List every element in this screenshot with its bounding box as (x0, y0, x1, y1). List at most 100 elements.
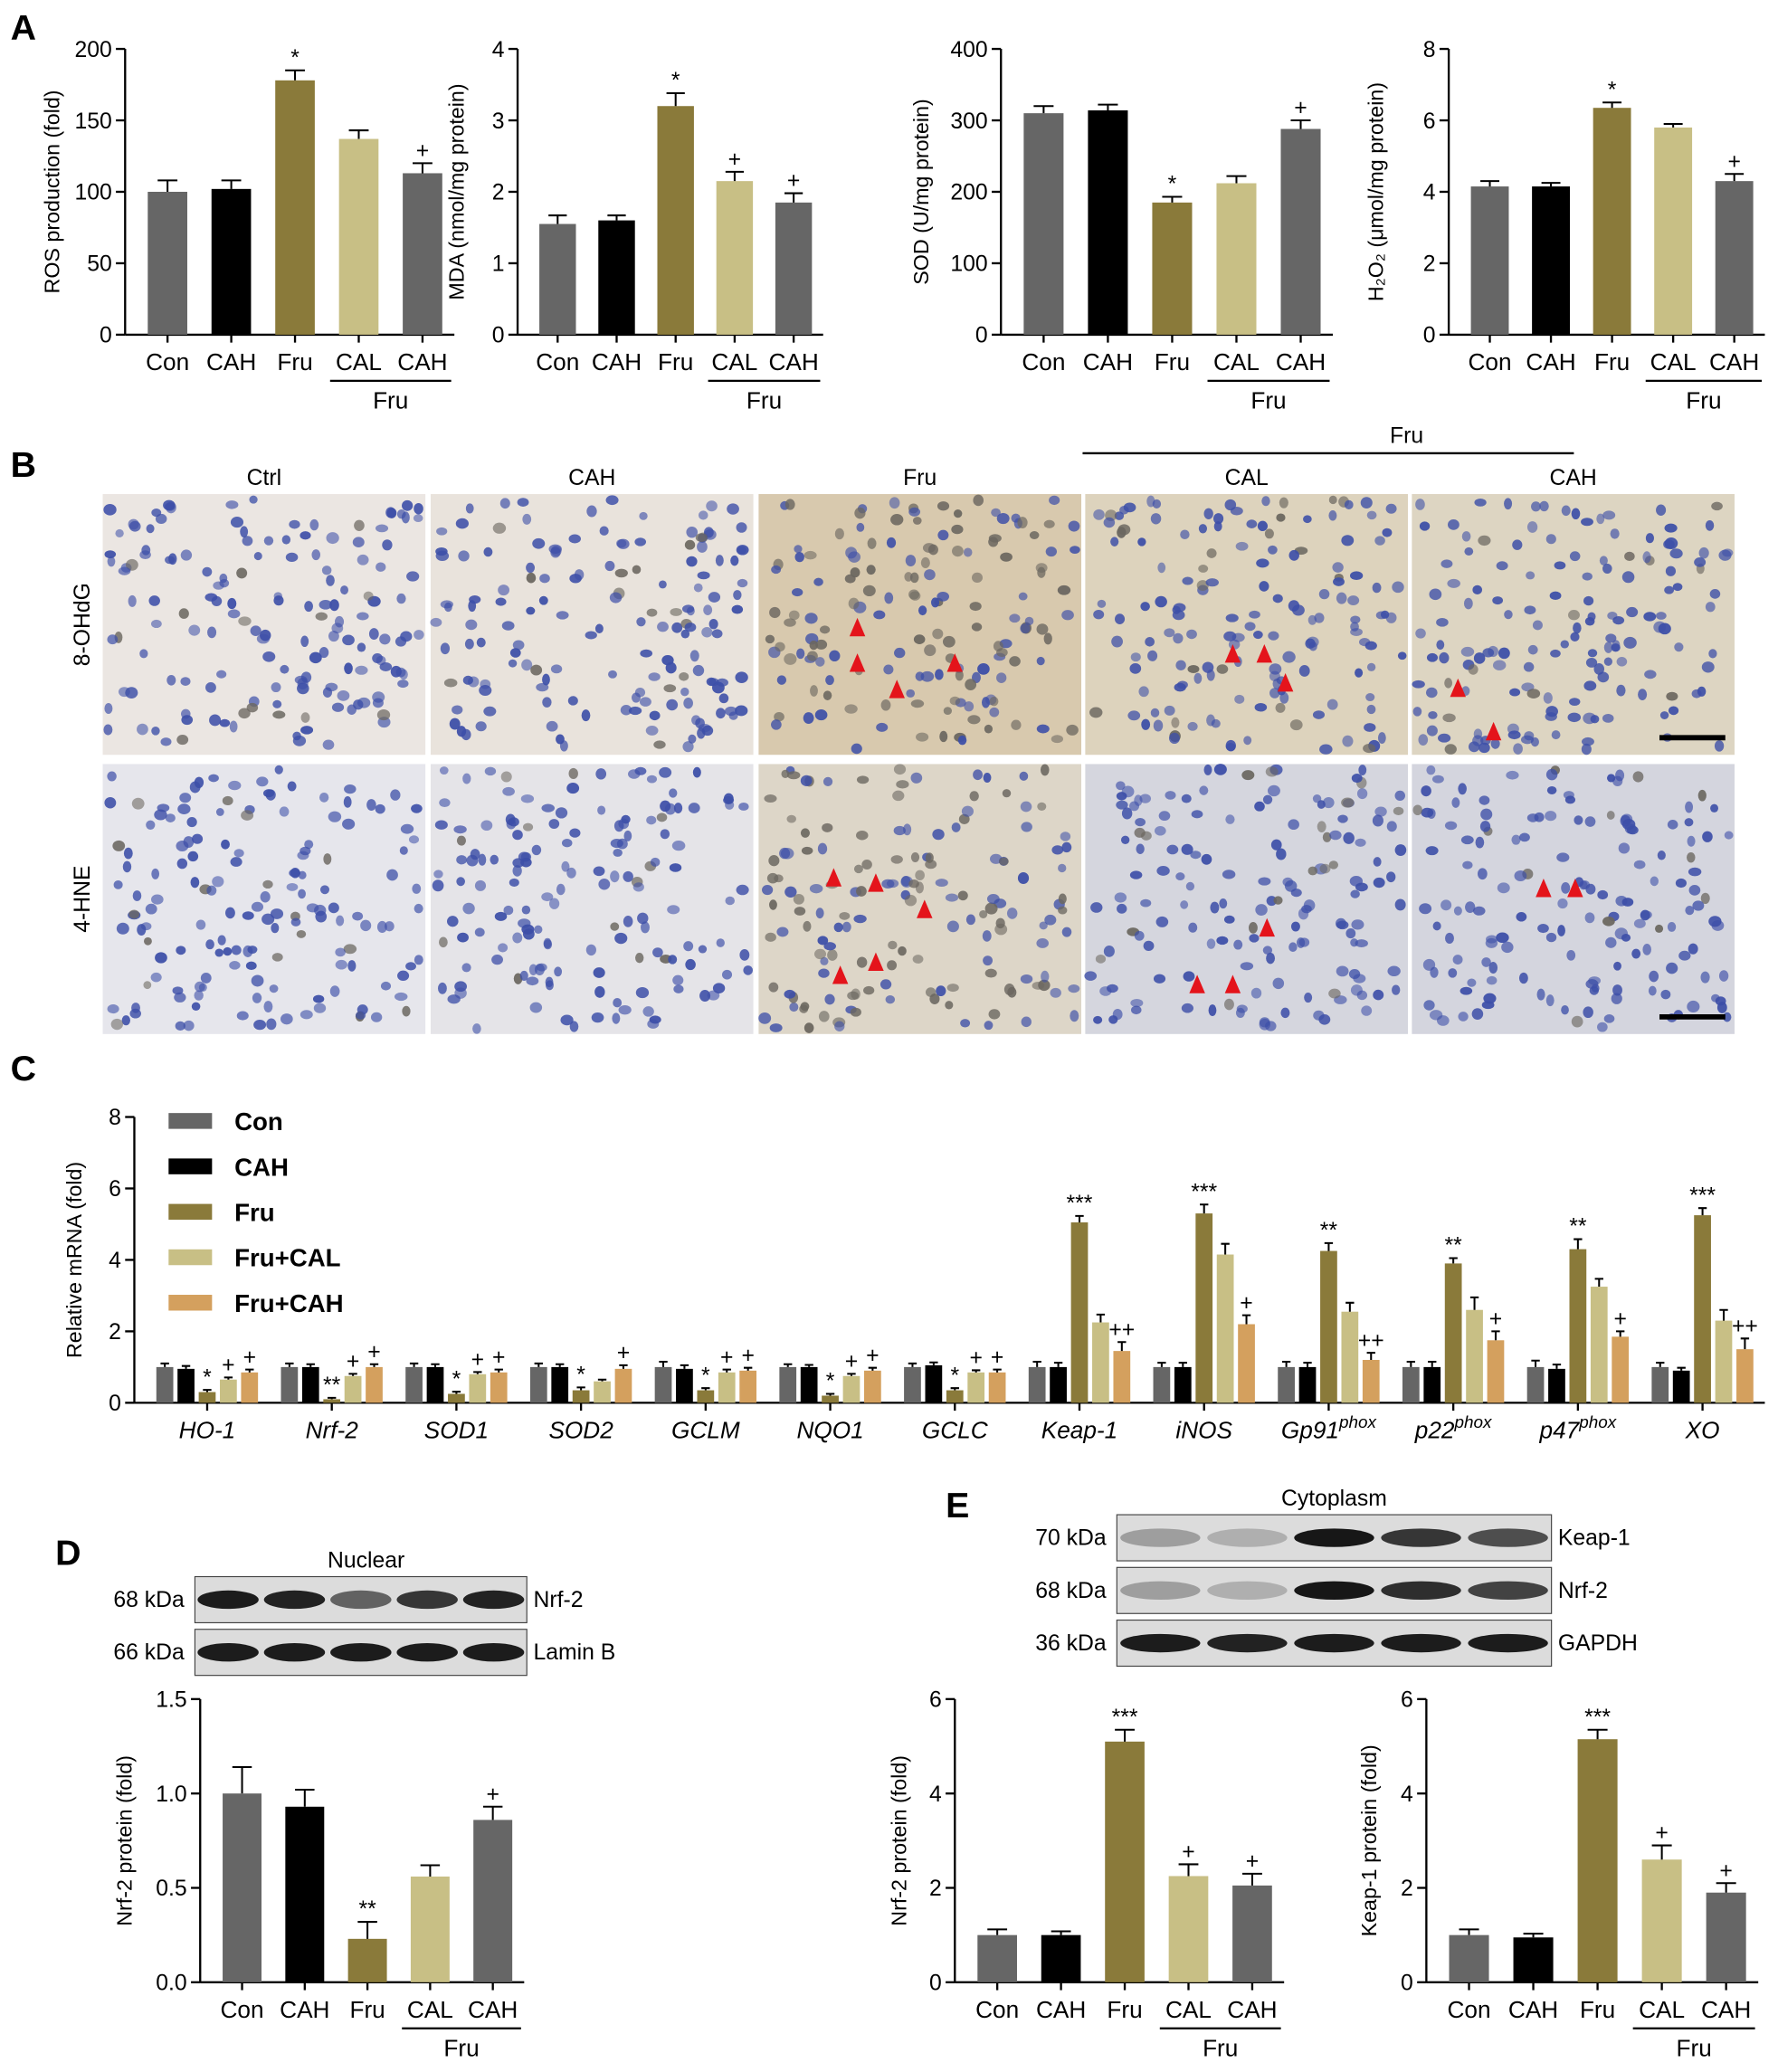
cell-nucleus (432, 879, 444, 892)
cell-nucleus (183, 1020, 195, 1031)
cell-nucleus (913, 634, 926, 645)
cell-nucleus (1045, 547, 1058, 557)
cell-nucleus (585, 944, 596, 956)
bar (529, 1366, 547, 1403)
cell-nucleus (1377, 732, 1386, 745)
bar (1513, 1937, 1554, 1982)
error-bar (1115, 1728, 1135, 1742)
cell-nucleus (632, 565, 642, 575)
category-name: p22 (1414, 1417, 1455, 1444)
arrowhead (1259, 917, 1275, 937)
cell-nucleus (1043, 519, 1055, 528)
cell-nucleus (1708, 649, 1717, 659)
bar (285, 1806, 325, 1982)
error-bar (295, 1788, 315, 1807)
cell-nucleus (703, 604, 713, 615)
cell-nucleus (765, 932, 776, 942)
cell-nucleus (1351, 774, 1363, 784)
cell-nucleus (769, 899, 777, 910)
cell-nucleus (1117, 903, 1127, 914)
cell-nucleus (1485, 937, 1498, 948)
cell-nucleus (414, 903, 423, 914)
cell-nucleus (1201, 853, 1212, 865)
significance-label: + (866, 1344, 879, 1368)
cell-nucleus (946, 984, 959, 993)
cell-nucleus (1621, 933, 1631, 942)
cell-nucleus (815, 639, 828, 650)
cell-nucleus (1387, 965, 1401, 976)
cell-nucleus (1675, 878, 1687, 889)
cell-nucleus (1366, 662, 1376, 671)
cell-nucleus (271, 923, 280, 934)
cell-nucleus (1272, 594, 1283, 604)
legend-swatch (168, 1113, 213, 1129)
cell-nucleus (1437, 733, 1451, 743)
cell-nucleus (1504, 498, 1513, 510)
bar (156, 1366, 174, 1403)
error-bar (680, 1364, 689, 1369)
cell-nucleus (612, 1012, 621, 1024)
cell-nucleus (1020, 974, 1033, 984)
cell-nucleus (1584, 816, 1596, 827)
error-bar (825, 1392, 835, 1396)
y-tick-label: 2 (1423, 252, 1436, 277)
cell-nucleus (251, 974, 264, 987)
cell-nucleus (1093, 1015, 1103, 1024)
cell-nucleus (390, 789, 401, 801)
cell-nucleus (1345, 928, 1356, 939)
error-bar (431, 1363, 440, 1367)
blot-band (1120, 1581, 1201, 1600)
cell-nucleus (652, 947, 663, 958)
cell-nucleus (771, 565, 782, 575)
cell-nucleus (989, 696, 999, 707)
cell-nucleus (522, 822, 534, 832)
cell-nucleus (1582, 572, 1593, 581)
cell-nucleus (632, 882, 644, 892)
significance-label: ** (358, 1897, 376, 1922)
cell-nucleus (1158, 811, 1171, 822)
cell-nucleus (212, 876, 224, 888)
cell-nucleus (195, 919, 206, 930)
cell-nucleus (613, 848, 623, 857)
cell-nucleus (1539, 500, 1549, 512)
cell-nucleus (1440, 899, 1452, 911)
cell-nucleus (1150, 513, 1162, 525)
error-bar (1449, 1257, 1458, 1264)
cell-nucleus (736, 545, 749, 556)
cell-nucleus (863, 985, 875, 995)
cell-nucleus (1051, 735, 1064, 744)
cell-nucleus (1640, 909, 1650, 921)
significance-label: *** (1584, 1706, 1611, 1730)
cell-nucleus (1319, 744, 1333, 755)
bar (1444, 1263, 1462, 1403)
cell-nucleus (414, 502, 423, 515)
cell-nucleus (1460, 646, 1475, 657)
cell-nucleus (1355, 668, 1364, 678)
y-tick-label: 200 (950, 181, 987, 205)
cell-nucleus (337, 690, 350, 701)
arrowhead (868, 952, 884, 971)
cell-nucleus (1279, 497, 1288, 508)
cell-nucleus (810, 685, 818, 697)
cell-nucleus (217, 935, 226, 946)
cell-nucleus (538, 595, 548, 605)
group-label: Fru (1390, 423, 1423, 448)
arrowhead (1224, 643, 1241, 663)
cell-nucleus (1687, 1000, 1700, 1012)
cell-nucleus (272, 699, 282, 708)
cell-nucleus (1582, 737, 1594, 746)
cell-nucleus (414, 630, 424, 641)
cell-nucleus (688, 734, 697, 744)
cell-nucleus (996, 513, 1010, 525)
cell-nucleus (433, 870, 443, 879)
group-label: Fru (373, 386, 408, 413)
significance-label: + (845, 1350, 858, 1374)
x-tick-label: Fru (349, 1996, 385, 2023)
cell-nucleus (1348, 968, 1361, 979)
cell-nucleus (856, 830, 869, 841)
cell-nucleus (312, 994, 325, 1003)
cell-nucleus (665, 661, 677, 674)
x-tick-label: iNOS (1175, 1417, 1232, 1444)
cell-nucleus (1223, 998, 1234, 1011)
cell-nucleus (988, 537, 999, 547)
